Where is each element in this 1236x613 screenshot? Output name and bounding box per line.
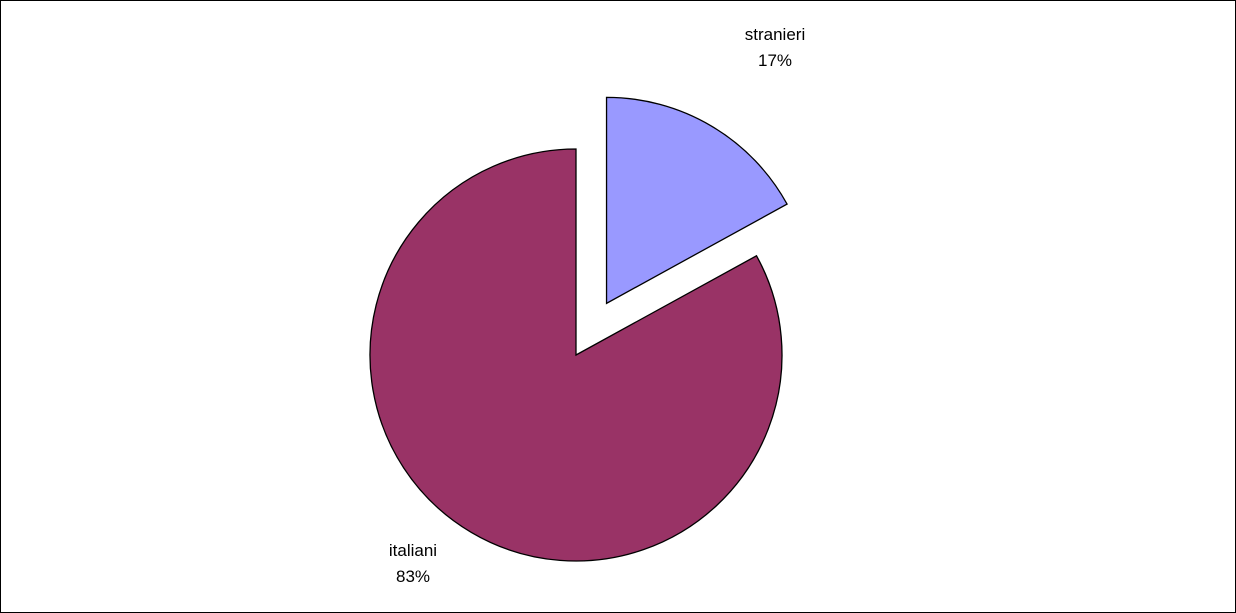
- slice-label-italiani: italiani 83%: [389, 541, 437, 586]
- pie-labels: stranieri 17% italiani 83%: [389, 25, 805, 586]
- slice-category-label: italiani: [389, 541, 437, 560]
- pie-slice-italiani: [369, 148, 783, 562]
- slice-percent-label: 17%: [758, 51, 792, 70]
- pie-slices: [369, 96, 788, 562]
- slice-category-label: stranieri: [745, 25, 805, 44]
- pie-slice-stranieri: [605, 96, 788, 305]
- slice-percent-label: 83%: [396, 567, 430, 586]
- slice-label-stranieri: stranieri 17%: [745, 25, 805, 70]
